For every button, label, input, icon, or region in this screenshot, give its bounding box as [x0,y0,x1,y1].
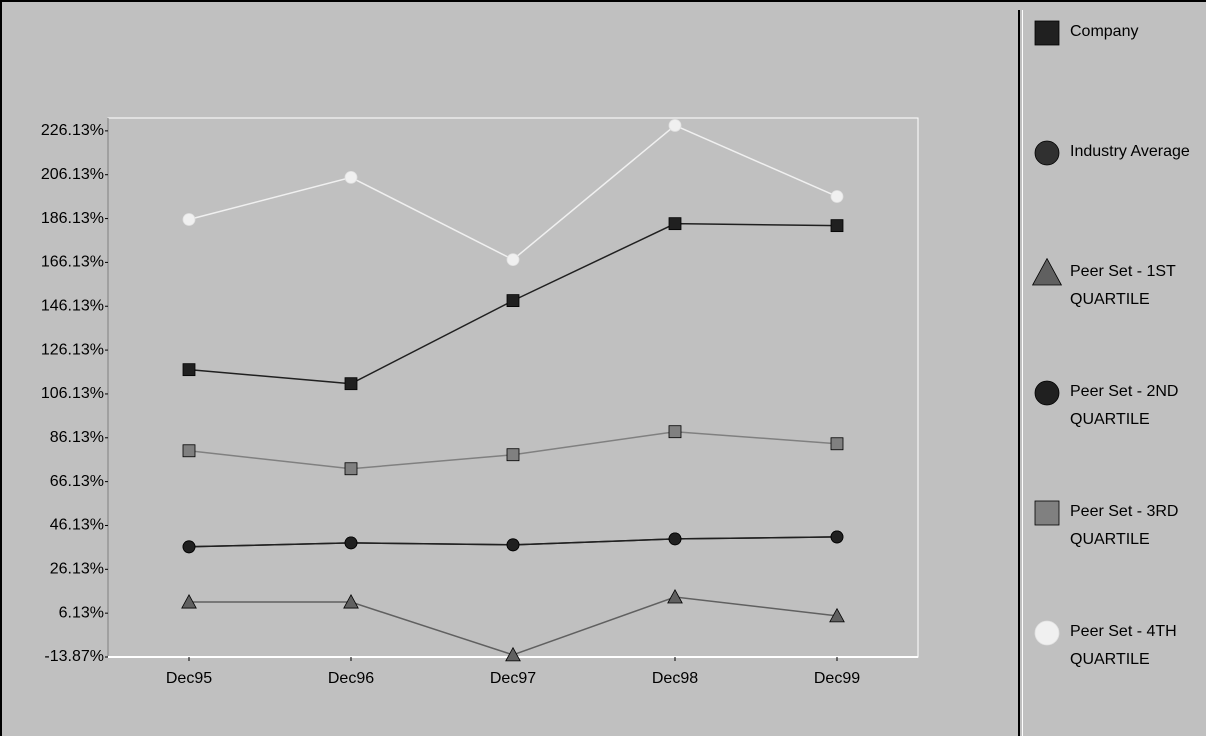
legend-label: Company [1070,23,1139,40]
legend-swatch [1034,500,1060,526]
y-tick-label: 46.13% [50,517,104,534]
marker [343,594,359,609]
marker [830,437,844,451]
y-tick-label: 6.13% [59,604,104,621]
legend: Company Industry Average Peer Set - 1ST QU… [1032,2,1206,736]
legend-swatch [1032,258,1062,286]
legend-item: Peer Set - 1ST QUARTILE [1032,258,1206,314]
y-tick-label: 106.13% [41,385,104,402]
x-tick-label: Dec95 [166,670,212,687]
legend-divider [1018,10,1020,736]
legend-label: Industry Average [1070,143,1190,160]
legend-item: Peer Set - 2ND QUARTILE [1032,378,1206,434]
marker [506,538,520,552]
legend-swatch [1034,140,1060,166]
y-tick-label: 166.13% [41,254,104,271]
y-tick-label: 186.13% [41,210,104,227]
marker [344,536,358,550]
legend-swatch [1034,20,1060,46]
legend-item: Peer Set - 3RD QUARTILE [1032,498,1206,554]
legend-item: Company [1032,18,1206,48]
marker [182,444,196,458]
marker [1034,380,1060,406]
y-tick-label: 126.13% [41,341,104,358]
marker [829,607,845,623]
marker [668,425,682,439]
marker [182,363,196,377]
y-tick-label: 206.13% [41,166,104,183]
marker [182,213,196,226]
legend-divider-highlight [1022,10,1023,736]
marker [1034,620,1060,646]
marker [1034,140,1060,166]
y-tick-label: 26.13% [50,561,104,578]
legend-label: Peer Set - 3RD QUARTILE [1070,503,1179,548]
legend-item: Industry Average [1032,138,1206,168]
marker [1034,20,1060,46]
marker [667,588,683,604]
marker [668,532,682,546]
marker [506,448,520,462]
marker [1034,500,1060,526]
marker [1032,258,1062,286]
legend-swatch [1034,620,1060,646]
marker [668,119,682,132]
marker [830,190,844,203]
marker [344,462,358,476]
legend-label: Peer Set - 2ND QUARTILE [1070,383,1179,428]
marker [830,530,844,544]
marker [506,253,520,267]
marker [830,219,844,233]
legend-swatch [1034,380,1060,406]
marker [181,594,197,609]
x-tick-label: Dec96 [328,670,374,687]
y-tick-label: 226.13% [41,122,104,139]
marker [344,377,358,391]
marker [668,217,682,231]
x-tick-label: Dec98 [652,670,698,687]
chart: -13.87% 6.13% 26.13% 46.13% 66.13% 86.13% 106.… [41,117,919,687]
marker [344,171,358,184]
marker [506,294,520,308]
y-tick-label: 86.13% [50,429,104,446]
legend-item: Peer Set - 4TH QUARTILE [1032,618,1206,674]
y-tick-label: -13.87% [44,648,104,665]
y-tick-label: 66.13% [50,473,104,490]
plot-area [107,117,919,658]
x-tick-label: Dec97 [490,670,536,687]
legend-label: Peer Set - 1ST QUARTILE [1070,263,1176,308]
x-tick-label: Dec99 [814,670,860,687]
marker [505,646,521,662]
marker [182,540,196,554]
legend-label: Peer Set - 4TH QUARTILE [1070,623,1177,668]
y-tick-label: 146.13% [41,297,104,314]
